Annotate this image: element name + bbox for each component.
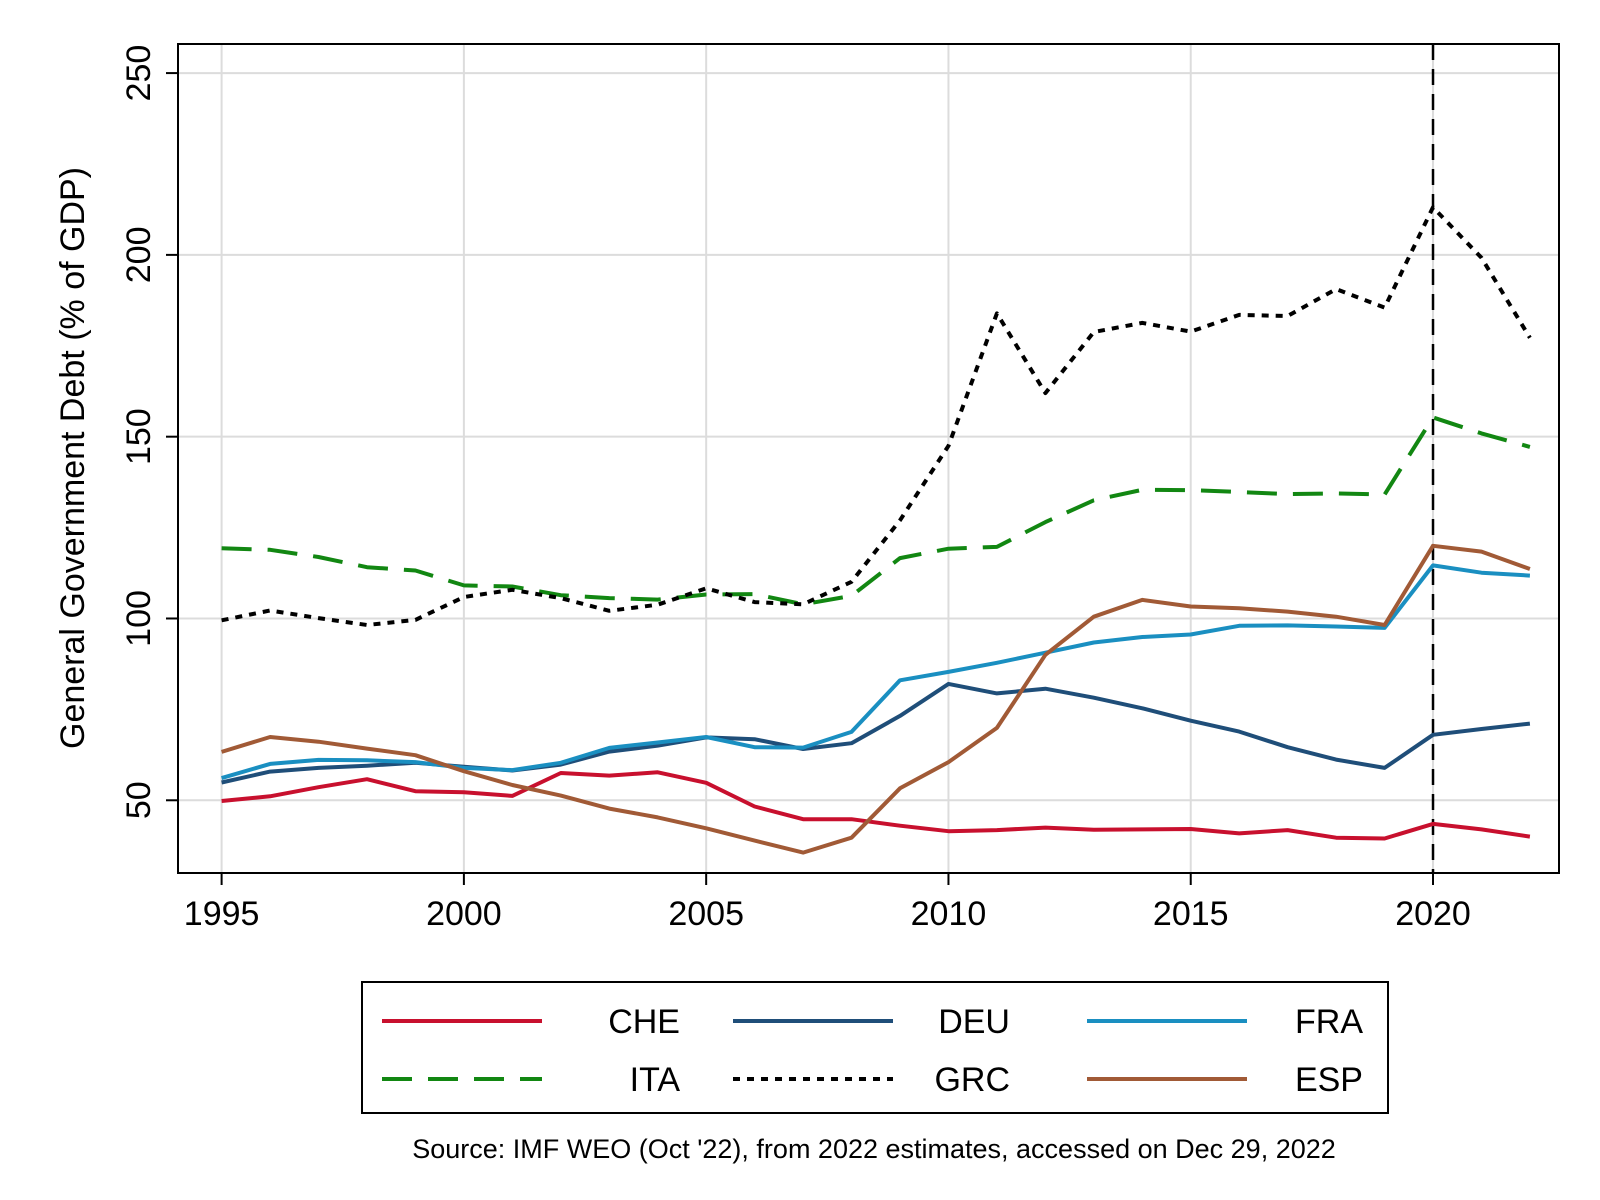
gridlines xyxy=(178,44,1559,873)
legend: CHE DEU FRA ITA GRC ESP xyxy=(382,1003,1363,1099)
y-tick-label-250: 250 xyxy=(120,45,158,102)
y-tick-label-200: 200 xyxy=(120,227,158,284)
series-line-esp xyxy=(221,543,1531,855)
x-tick-label-2000: 2000 xyxy=(426,895,502,933)
series-lines xyxy=(221,205,1532,855)
legend-label-grc: GRC xyxy=(934,1061,1010,1099)
legend-label-ita: ITA xyxy=(630,1061,681,1099)
legend-box xyxy=(361,981,1389,1114)
x-tick-label-2015: 2015 xyxy=(1153,895,1229,933)
source-note: Source: IMF WEO (Oct '22), from 2022 est… xyxy=(412,1134,1336,1164)
series-line-che xyxy=(221,770,1531,841)
x-tick-label-2020: 2020 xyxy=(1395,895,1471,933)
y-axis-title: General Government Debt (% of GDP) xyxy=(54,167,92,749)
x-tick-label-1995: 1995 xyxy=(184,895,260,933)
x-axis: 1995 2000 2005 2010 2015 2020 xyxy=(184,873,1471,933)
legend-label-esp: ESP xyxy=(1295,1061,1363,1099)
legend-label-deu: DEU xyxy=(938,1003,1010,1041)
legend-label-fra: FRA xyxy=(1295,1003,1363,1041)
plot-frame xyxy=(177,43,1560,874)
series-line-grc xyxy=(221,205,1532,627)
x-tick-label-2005: 2005 xyxy=(668,895,744,933)
x-tick-label-2010: 2010 xyxy=(911,895,987,933)
y-tick-label-150: 150 xyxy=(120,408,158,465)
y-tick-label-50: 50 xyxy=(120,781,158,819)
y-axis: 50 100 150 200 250 xyxy=(120,45,178,819)
legend-label-che: CHE xyxy=(608,1003,680,1041)
series-line-ita xyxy=(221,415,1531,607)
y-tick-label-100: 100 xyxy=(120,590,158,647)
